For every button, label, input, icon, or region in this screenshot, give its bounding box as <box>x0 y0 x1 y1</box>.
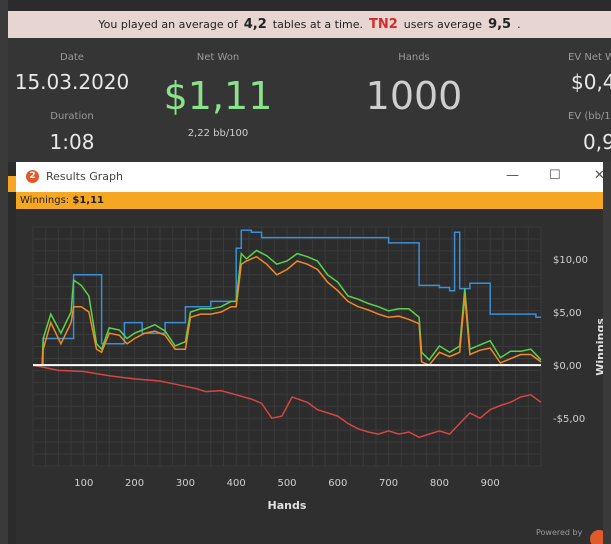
series-line-all-in-ev <box>33 255 542 367</box>
y-tick-label: $5,00 <box>553 308 582 319</box>
net-won-label: Net Won <box>196 52 240 63</box>
window-titlebar[interactable]: 2 Results Graph — ☐ ✕ <box>16 162 611 192</box>
duration-label: Duration <box>50 111 94 122</box>
results-chart: 100 200 300 400 500 600 700 800 900 $10,00$5,00$… <box>32 226 608 544</box>
y-axis-ticks: $10,00 $5,00 $0,00 -$5,00 <box>553 255 588 425</box>
banner-prefix: You played an average of <box>98 18 238 31</box>
right-edge-strip <box>603 162 611 544</box>
y-tick-label: $10,00 <box>553 255 588 266</box>
minimize-button[interactable]: — <box>506 168 519 183</box>
date-value: 15.03.2020 <box>14 70 130 94</box>
y-tick-label: $0,00 <box>553 361 582 372</box>
net-won-bb-per-100: 2,22 bb/100 <box>187 128 249 139</box>
ev-bb-value: 0,9 <box>583 130 611 154</box>
results-graph-window[interactable]: 2 Results Graph — ☐ ✕ Winnings: $1,11 10… <box>16 162 611 544</box>
y-tick-label: -$5,00 <box>553 414 585 425</box>
banner-suffix: users average <box>403 18 483 31</box>
background-left-edge <box>0 0 8 544</box>
banner-mid: tables at a time. <box>272 18 363 31</box>
close-button[interactable]: ✕ <box>594 168 605 183</box>
x-tick-label: 600 <box>328 478 347 489</box>
powered-by-text: Powered by <box>536 528 583 537</box>
x-tick-label: 400 <box>227 478 246 489</box>
banner-brand: TN2 <box>369 17 398 32</box>
x-tick-label: 100 <box>74 478 93 489</box>
x-tick-label: 500 <box>277 478 296 489</box>
x-axis-label: Hands <box>268 499 307 512</box>
chart-grid <box>32 226 542 467</box>
hands-label: Hands <box>398 52 430 63</box>
ev-net-won-value: $0,4 <box>571 70 611 94</box>
x-tick-label: 900 <box>481 478 500 489</box>
net-won-value: $1,11 <box>163 74 273 118</box>
maximize-button[interactable]: ☐ <box>549 168 561 183</box>
x-tick-label: 700 <box>379 478 398 489</box>
tables-average-banner: You played an average of 4,2 tables at a… <box>8 11 611 38</box>
ev-bb-label: EV (bb/1 <box>568 111 611 122</box>
x-tick-label: 300 <box>176 478 195 489</box>
banner-users-average: 9,5 <box>488 17 512 32</box>
series-line-non-showdown <box>32 364 542 439</box>
series-line-net-won <box>33 249 542 366</box>
ev-net-won-label: EV Net W <box>568 52 611 63</box>
hands-value: 1000 <box>365 74 463 118</box>
duration-value: 1:08 <box>49 130 95 154</box>
x-tick-label: 200 <box>125 478 144 489</box>
x-tick-label: 800 <box>430 478 449 489</box>
background-tab-marker <box>8 176 16 192</box>
x-axis-ticks: 100 200 300 400 500 600 700 800 900 <box>74 478 499 489</box>
winnings-value: $1,11 <box>72 195 104 206</box>
window-title: Results Graph <box>46 170 123 183</box>
chart-series <box>32 229 542 439</box>
session-stats-panel: Date 15.03.2020 Duration 1:08 Net Won $1… <box>8 38 611 162</box>
banner-tables-average: 4,2 <box>243 17 267 32</box>
date-label: Date <box>60 52 84 63</box>
winnings-bar: Winnings: $1,11 <box>16 192 611 209</box>
banner-end: . <box>517 18 521 31</box>
app-logo-icon: 2 <box>26 170 39 183</box>
winnings-label: Winnings: <box>20 195 70 206</box>
